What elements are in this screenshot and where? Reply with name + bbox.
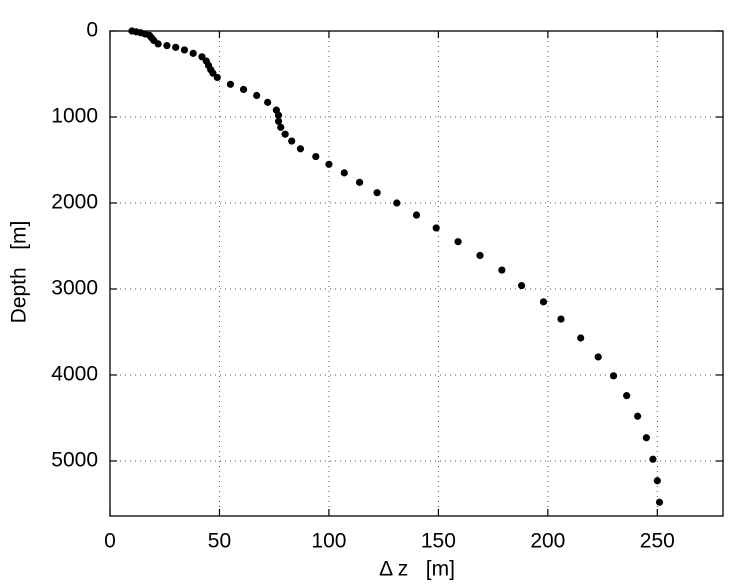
- point: [623, 392, 631, 400]
- point: [432, 224, 440, 232]
- point: [476, 251, 484, 260]
- point: [180, 46, 189, 54]
- y-tick-label: 3000: [51, 277, 98, 300]
- point: [312, 152, 320, 161]
- point: [264, 98, 272, 106]
- point: [274, 117, 283, 125]
- x-tick-label: 0: [104, 530, 116, 553]
- x-tick-label: 50: [208, 530, 231, 553]
- point: [226, 80, 235, 88]
- point: [274, 111, 283, 119]
- y-tick-label: 0: [86, 19, 98, 42]
- point: [355, 178, 364, 186]
- y-tick-label: 4000: [51, 363, 98, 386]
- point: [649, 455, 657, 463]
- point: [373, 189, 381, 197]
- x-tick-label: 100: [311, 530, 346, 553]
- point: [655, 498, 664, 506]
- point: [340, 169, 348, 177]
- point: [296, 145, 305, 153]
- point: [539, 298, 548, 306]
- point: [163, 42, 171, 50]
- y-tick-label: 2000: [51, 191, 98, 214]
- point: [642, 434, 650, 442]
- point: [189, 49, 197, 57]
- point: [454, 238, 462, 246]
- point: [634, 412, 642, 420]
- point: [253, 91, 261, 100]
- point: [653, 477, 661, 485]
- point: [281, 130, 289, 138]
- point: [412, 211, 421, 219]
- point: [325, 160, 333, 168]
- point: [498, 266, 506, 274]
- x-axis-label: Δ z [m]: [379, 558, 455, 581]
- x-tick-label: 250: [640, 530, 675, 553]
- point: [154, 40, 162, 48]
- x-tick-label: 200: [530, 530, 565, 553]
- point: [517, 281, 526, 290]
- point: [594, 353, 602, 361]
- point: [213, 73, 221, 82]
- point: [172, 43, 180, 51]
- point: [609, 372, 618, 380]
- point: [393, 199, 401, 207]
- y-axis-label: Depth [m]: [8, 221, 31, 324]
- x-tick-label: 150: [421, 530, 456, 553]
- y-tick-label: 5000: [51, 449, 98, 472]
- point: [288, 137, 296, 145]
- point: [577, 334, 585, 342]
- y-tick-label: 1000: [51, 105, 98, 128]
- point: [277, 123, 285, 131]
- point: [557, 315, 565, 323]
- point: [239, 85, 248, 94]
- plot-frame: [109, 30, 724, 517]
